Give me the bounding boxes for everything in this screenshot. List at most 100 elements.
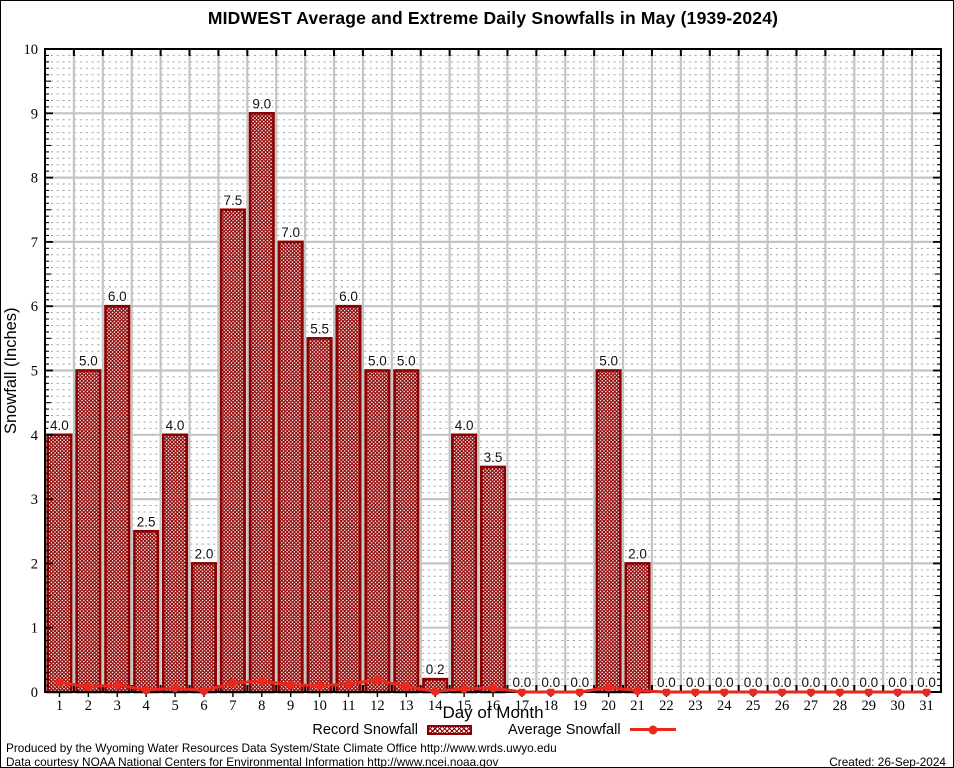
x-tick-label-15: 15 [457,698,472,714]
x-tick-label-22: 22 [659,698,674,714]
avg-marker-day-15 [459,684,469,694]
bar-day-7 [219,208,246,694]
bar-value-label-day-20: 5.0 [599,354,618,369]
bar-value-label-day-6: 2.0 [195,546,214,561]
bar-day-21 [624,562,651,694]
bar-value-label-day-15: 4.0 [455,418,474,433]
bar-day-3 [104,304,131,694]
bar-day-12 [364,369,391,694]
x-tick-label-10: 10 [312,698,327,714]
y-tick-label-7: 7 [31,235,38,251]
x-tick-label-13: 13 [399,698,414,714]
avg-marker-day-25 [748,687,758,697]
bar-day-2 [75,369,102,694]
bar-value-label-day-8: 9.0 [252,96,271,111]
avg-marker-day-8 [257,676,267,686]
avg-marker-day-21 [633,686,642,696]
x-tick-labels: 1 2 3 4 5 6 7 8 9 10 11 12 13 14 15 16 17 18 19 20 21 22 23 24 2… [56,698,934,714]
bar-day-11 [335,304,362,694]
bar-value-label-day-19: 0.0 [570,675,589,690]
bar-value-label-day-14: 0.2 [426,662,445,677]
bar-value-label-day-18: 0.0 [541,675,560,690]
record-snowfall-swatch-icon [426,724,472,735]
bar-value-label-day-31: 0.0 [917,675,936,690]
legend: Record Snowfall Average Snowfall [46,721,942,738]
avg-marker-day-10 [315,681,324,690]
avg-marker-day-30 [893,687,902,697]
x-tick-label-21: 21 [630,698,645,714]
x-tick-label-9: 9 [287,698,294,714]
x-tick-label-6: 6 [200,698,207,714]
avg-marker-day-1 [55,678,64,687]
avg-marker-day-19 [575,687,585,697]
bar-day-9 [277,240,304,694]
record-snowfall-bars [46,112,651,694]
x-axis-center-ticks [58,693,928,697]
footer-data-courtesy: Data courtesy NOAA National Centers for … [6,755,499,768]
avg-marker-day-4 [141,685,151,695]
bar-value-label-day-7: 7.5 [223,193,242,208]
avg-marker-day-9 [286,680,295,690]
footer-created-date: Created: 26-Sep-2024 [829,755,946,768]
legend-average-label: Average Snowfall [507,721,621,738]
avg-marker-day-18 [546,687,556,697]
avg-marker-day-26 [777,687,787,697]
avg-marker-day-28 [835,687,845,697]
avg-marker-day-17 [517,687,527,697]
chart-title: MIDWEST Average and Extreme Daily Snowfa… [207,8,779,28]
bar-value-label-day-10: 5.5 [310,321,329,336]
y-tick-label-5: 5 [31,364,38,380]
avg-marker-day-16 [488,683,498,693]
avg-marker-day-7 [228,678,238,688]
x-tick-label-1: 1 [56,698,63,714]
x-tick-label-18: 18 [544,698,559,714]
bar-day-13 [393,369,420,694]
y-tick-label-8: 8 [31,171,38,187]
bar-day-20 [595,369,622,694]
x-tick-label-28: 28 [833,698,848,714]
avg-marker-day-6 [199,686,209,696]
x-tick-label-26: 26 [775,698,790,714]
x-tick-label-30: 30 [890,698,905,714]
avg-marker-day-12 [373,675,382,685]
bar-value-label-day-29: 0.0 [859,675,878,690]
y-tick-label-4: 4 [31,428,39,444]
average-snowfall-line-icon [629,725,676,734]
y-tick-labels: 0 1 2 3 4 5 6 7 8 9 10 [24,42,39,701]
avg-marker-day-20 [604,683,613,692]
footer-produced-by: Produced by the Wyoming Water Resources … [6,741,557,755]
avg-marker-day-2 [84,682,93,692]
bar-value-label-day-11: 6.0 [339,289,358,304]
avg-marker-day-24 [719,687,729,697]
avg-marker-day-3 [112,680,122,690]
bar-day-4 [133,529,160,694]
bar-day-6 [190,562,218,694]
bar-value-label-day-17: 0.0 [513,675,532,690]
x-tick-label-29: 29 [861,698,876,714]
y-tick-label-3: 3 [31,492,38,508]
bar-value-label-day-4: 2.5 [137,514,156,529]
y-tick-label-0: 0 [31,685,38,701]
x-tick-label-24: 24 [717,698,732,714]
x-tick-label-3: 3 [114,698,121,714]
x-tick-label-5: 5 [171,698,178,714]
x-axis-label: Day of Month [442,703,544,722]
bar-value-label-day-22: 0.0 [657,675,676,690]
avg-marker-day-29 [864,687,874,697]
x-tick-label-20: 20 [601,698,616,714]
x-tick-label-8: 8 [258,698,265,714]
average-snowfall-marker-icon [648,725,658,734]
x-tick-label-25: 25 [746,698,761,714]
y-tick-label-10: 10 [24,42,39,58]
y-tick-label-2: 2 [31,556,38,572]
bar-value-label-day-9: 7.0 [281,225,300,240]
legend-record-label: Record Snowfall [312,721,418,738]
x-tick-label-11: 11 [341,698,355,714]
x-tick-label-31: 31 [919,698,934,714]
x-tick-label-12: 12 [370,698,385,714]
x-tick-label-2: 2 [85,698,92,714]
avg-marker-day-14 [430,687,440,696]
x-tick-label-19: 19 [572,698,587,714]
